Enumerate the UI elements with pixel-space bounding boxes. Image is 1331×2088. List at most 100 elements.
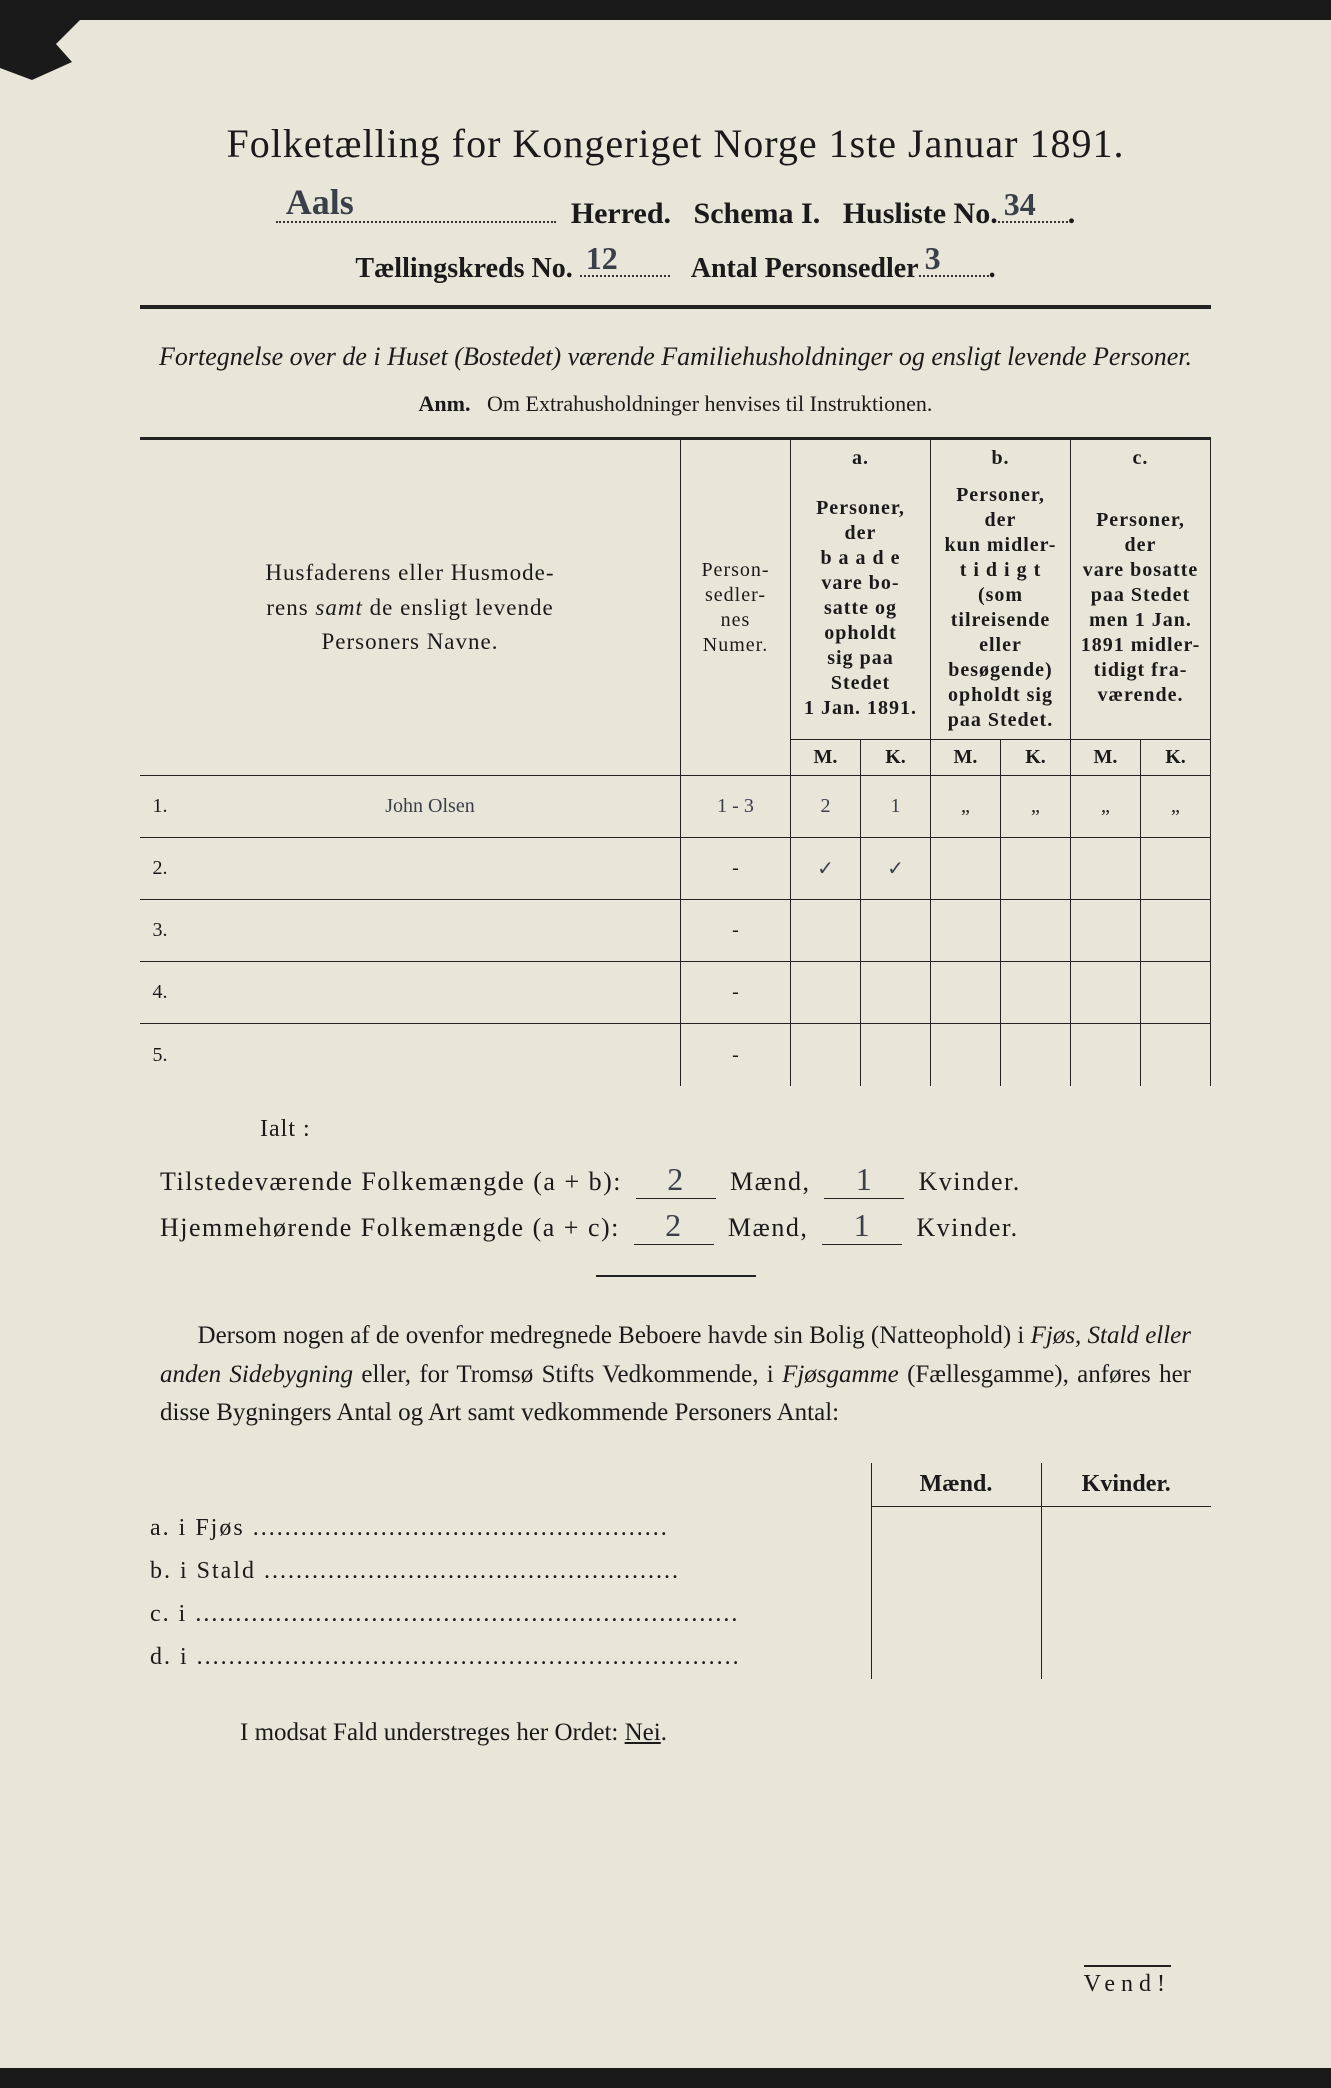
row-bk [1001, 1024, 1071, 1086]
dots-icon [264, 1558, 680, 1584]
kvinder-label: Kvinder. [916, 1213, 1018, 1242]
modsat-nei: Nei [625, 1719, 661, 1746]
vend-label: Vend! [1084, 1965, 1171, 1998]
row-ak: 1 [861, 776, 931, 838]
row-bk [1001, 900, 1071, 962]
bygning-kvinder-header: Kvinder. [1041, 1463, 1211, 1507]
anm-text: Om Extrahusholdninger henvises til Instr… [487, 391, 932, 416]
row-bm: „ [931, 776, 1001, 838]
table-row: 2. - ✓ ✓ [140, 838, 1211, 900]
col-a-letter: a. [791, 439, 931, 478]
anm-line: Anm. Om Extrahusholdninger henvises til … [140, 391, 1211, 417]
row-name [180, 900, 681, 962]
totals-1-m: 2 [636, 1161, 716, 1199]
schema-label: Schema I. [694, 197, 821, 230]
row-bk [1001, 838, 1071, 900]
row-sedler: - [681, 962, 791, 1024]
census-form-page: Folketælling for Kongeriget Norge 1ste J… [0, 20, 1331, 2068]
totals-2-k: 1 [822, 1207, 902, 1245]
main-table: Husfaderens eller Husmode-rens samt de e… [140, 437, 1211, 1086]
modsat-line: I modsat Fald understreges her Ordet: Ne… [240, 1719, 1191, 1747]
dersom-paragraph: Dersom nogen af de ovenfor medregnede Be… [160, 1317, 1191, 1433]
row-ck [1141, 1024, 1211, 1086]
dots-icon [197, 1644, 741, 1670]
divider-rule [140, 305, 1211, 309]
dersom-c: eller, for Tromsø Stifts Vedkommende, i [353, 1361, 782, 1388]
col-c-letter: c. [1071, 439, 1211, 478]
row-cm [1071, 1024, 1141, 1086]
row-name [180, 1024, 681, 1086]
bygning-d-label: d. i [150, 1644, 189, 1670]
bygning-c-m [871, 1593, 1041, 1636]
row-name: John Olsen [180, 776, 681, 838]
row-am [791, 962, 861, 1024]
fortegnelse-text: Fortegnelse over de i Huset (Bostedet) v… [140, 339, 1211, 375]
totals-1-k: 1 [824, 1161, 904, 1199]
dersom-a: Dersom nogen af de ovenfor medregnede Be… [198, 1322, 1031, 1349]
table-row: 1. John Olsen 1 - 3 2 1 „ „ „ „ [140, 776, 1211, 838]
row-bk [1001, 962, 1071, 1024]
bygning-row-b: b. i Stald [140, 1550, 871, 1593]
page-title: Folketælling for Kongeriget Norge 1ste J… [140, 120, 1211, 167]
bygning-row-a: a. i Fjøs [140, 1507, 871, 1550]
row-am: ✓ [791, 838, 861, 900]
row-bk: „ [1001, 776, 1071, 838]
bygning-spacer [140, 1463, 871, 1507]
table-row: 3. - [140, 900, 1211, 962]
row-am [791, 1024, 861, 1086]
modsat-a: I modsat Fald understreges her Ordet: [240, 1719, 625, 1746]
row-bm [931, 900, 1001, 962]
bygning-row-d: d. i [140, 1636, 871, 1679]
col-a-m: M. [791, 740, 861, 776]
row-am [791, 900, 861, 962]
bygning-row-c: c. i [140, 1593, 871, 1636]
dots-icon [195, 1601, 739, 1627]
col-sedler-header: Person-sedler-nesNumer. [681, 439, 791, 776]
totals-2-m: 2 [634, 1207, 714, 1245]
bygning-table: Mænd. Kvinder. a. i Fjøs b. i Stald c. i… [140, 1463, 1211, 1679]
row-num: 3. [140, 900, 180, 962]
kreds-value: 12 [586, 240, 618, 277]
row-ck [1141, 962, 1211, 1024]
col-c-header: Personer, dervare bosattepaa Stedetmen 1… [1071, 477, 1211, 740]
kvinder-label: Kvinder. [918, 1167, 1020, 1196]
row-ak [861, 962, 931, 1024]
row-ak [861, 1024, 931, 1086]
row-num: 2. [140, 838, 180, 900]
bygning-c-label: c. i [150, 1601, 187, 1627]
dersom-d: Fjøsgamme [782, 1361, 899, 1388]
antal-label: Antal Personsedler [691, 253, 919, 284]
ialt-label: Ialt : [260, 1116, 1211, 1143]
header-line-2: Aals Herred. Schema I. Husliste No.34. [140, 197, 1211, 231]
row-num: 5. [140, 1024, 180, 1086]
husliste-label: Husliste No. [843, 197, 998, 230]
maend-label: Mænd, [728, 1213, 808, 1242]
bygning-b-k [1041, 1550, 1211, 1593]
row-bm [931, 1024, 1001, 1086]
row-sedler: - [681, 838, 791, 900]
col-b-header: Personer, derkun midler-t i d i g t (som… [931, 477, 1071, 740]
bygning-a-m [871, 1507, 1041, 1550]
short-divider [596, 1275, 756, 1277]
row-bm [931, 838, 1001, 900]
col-b-letter: b. [931, 439, 1071, 478]
maend-label: Mænd, [730, 1167, 810, 1196]
bygning-b-label: b. i Stald [150, 1558, 256, 1584]
row-ck [1141, 900, 1211, 962]
row-cm [1071, 962, 1141, 1024]
totals-line-2: Hjemmehørende Folkemængde (a + c): 2 Mæn… [160, 1207, 1211, 1245]
bygning-maend-header: Mænd. [871, 1463, 1041, 1507]
bygning-c-k [1041, 1593, 1211, 1636]
bygning-b-m [871, 1550, 1041, 1593]
bygning-a-label: a. i Fjøs [150, 1515, 245, 1541]
husliste-value: 34 [1004, 186, 1036, 223]
bygning-a-k [1041, 1507, 1211, 1550]
bygning-d-m [871, 1636, 1041, 1679]
modsat-c: . [661, 1719, 667, 1746]
dots-icon [253, 1515, 669, 1541]
header-line-3: Tællingskreds No. 12 Antal Personsedler3… [140, 253, 1211, 285]
row-am: 2 [791, 776, 861, 838]
kreds-label: Tællingskreds No. [355, 253, 572, 284]
col-a-k: K. [861, 740, 931, 776]
col-b-m: M. [931, 740, 1001, 776]
